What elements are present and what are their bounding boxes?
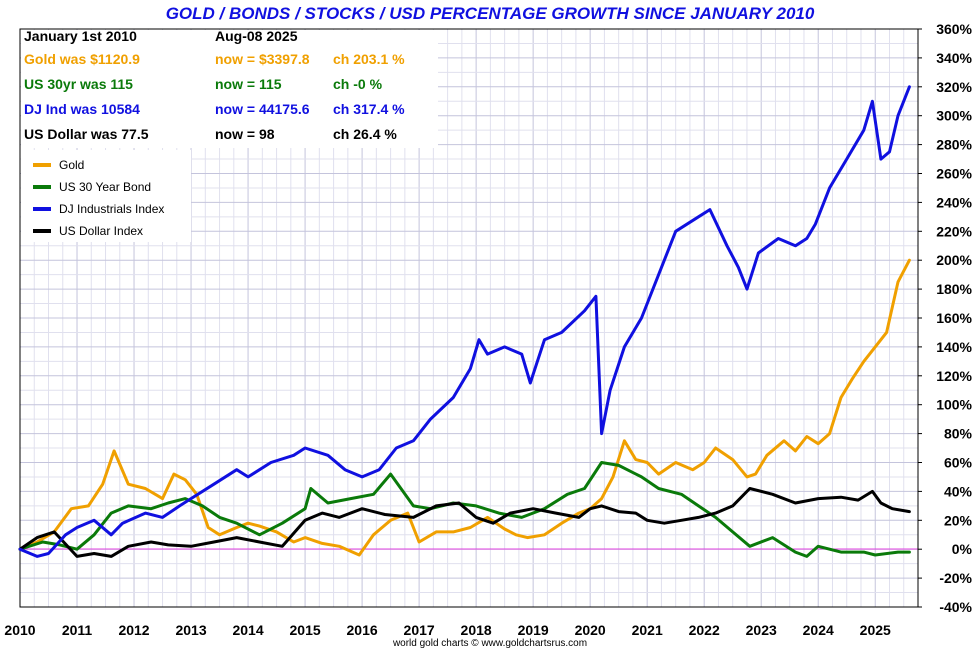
x-tick-label: 2017 xyxy=(404,622,435,638)
y-tick-label: 60% xyxy=(944,455,973,471)
x-tick-label: 2023 xyxy=(746,622,777,638)
x-tick-label: 2011 xyxy=(62,622,93,638)
y-tick-label: 140% xyxy=(936,339,972,355)
info-was-text: US 30yr was 115 xyxy=(24,76,133,92)
x-tick-label: 2019 xyxy=(518,622,549,638)
info-rows: Gold was $1120.9 now = $3397.8 ch 203.1 % U… xyxy=(24,51,405,142)
info-now-text: now = 44175.6 xyxy=(215,101,310,117)
x-tick-label: 2021 xyxy=(632,622,663,638)
y-tick-label: 120% xyxy=(936,368,972,384)
info-now-text: now = 115 xyxy=(215,76,282,92)
info-ch-text: ch 203.1 % xyxy=(333,51,405,67)
y-tick-label: 320% xyxy=(936,79,972,95)
y-tick-label: 360% xyxy=(936,21,972,37)
x-tick-label: 2012 xyxy=(118,622,149,638)
y-tick-label: 80% xyxy=(944,426,973,442)
info-start-header: January 1st 2010 xyxy=(24,28,137,44)
x-tick-label: 2025 xyxy=(860,622,891,638)
y-tick-label: -40% xyxy=(939,599,972,615)
y-tick-label: 260% xyxy=(936,166,972,182)
y-axis-ticks: 360% 340% 320% 300% 280% 260% 240% 220% 200% 180%… xyxy=(918,21,973,615)
x-tick-label: 2020 xyxy=(575,622,606,638)
legend-label: US 30 Year Bond xyxy=(59,180,151,194)
legend-label: DJ Industrials Index xyxy=(59,202,164,216)
legend-label: US Dollar Index xyxy=(59,224,143,238)
series-line-us-30-year-bond xyxy=(18,461,911,558)
y-tick-label: 40% xyxy=(944,483,973,499)
y-tick-label: 100% xyxy=(936,397,972,413)
legend-items: Gold US 30 Year Bond DJ Industrials Index U… xyxy=(33,158,164,238)
x-tick-label: 2015 xyxy=(290,622,321,638)
legend-label: Gold xyxy=(59,158,84,172)
info-panel: January 1st 2010 Aug-08 2025 Gold was $1… xyxy=(21,28,438,148)
info-ch-text: ch -0 % xyxy=(333,76,383,92)
legend: Gold US 30 Year Bond DJ Industrials Index U… xyxy=(21,150,191,242)
chart-title: GOLD / BONDS / STOCKS / USD PERCENTAGE G… xyxy=(166,4,815,23)
x-tick-label: 2010 xyxy=(4,622,35,638)
info-ch-text: ch 317.4 % xyxy=(333,101,405,117)
info-end-header: Aug-08 2025 xyxy=(215,28,298,44)
x-tick-label: 2013 xyxy=(175,622,206,638)
series-line-gold xyxy=(18,258,911,557)
series-line-dj-industrials-index xyxy=(18,85,911,558)
y-tick-label: 240% xyxy=(936,194,972,210)
info-now-text: now = 98 xyxy=(215,126,275,142)
y-tick-label: -20% xyxy=(939,570,972,586)
x-tick-label: 2018 xyxy=(461,622,492,638)
x-tick-label: 2022 xyxy=(689,622,720,638)
y-tick-label: 280% xyxy=(936,137,972,153)
info-now-text: now = $3397.8 xyxy=(215,51,310,67)
x-axis-ticks: 2010 2011 2012 2013 2014 2015 2016 2017 2018 2019… xyxy=(4,622,891,638)
y-tick-label: 20% xyxy=(944,512,973,528)
info-was-text: DJ Ind was 10584 xyxy=(24,101,140,117)
y-tick-label: 300% xyxy=(936,108,972,124)
y-tick-label: 180% xyxy=(936,281,972,297)
y-tick-label: 200% xyxy=(936,252,972,268)
x-tick-label: 2016 xyxy=(347,622,378,638)
info-was-text: US Dollar was 77.5 xyxy=(24,126,149,142)
y-tick-label: 220% xyxy=(936,223,972,239)
y-tick-label: 340% xyxy=(936,50,972,66)
info-panel-background xyxy=(21,30,438,148)
y-tick-label: 160% xyxy=(936,310,972,326)
y-tick-label: 0% xyxy=(952,541,973,557)
series-lines xyxy=(18,85,911,558)
x-tick-label: 2014 xyxy=(232,622,263,638)
info-was-text: Gold was $1120.9 xyxy=(24,51,140,67)
series-line-us-dollar-index xyxy=(18,487,911,558)
x-tick-label: 2024 xyxy=(803,622,834,638)
credit-text: world gold charts © www.goldchartsrus.co… xyxy=(392,638,587,649)
info-ch-text: ch 26.4 % xyxy=(333,126,397,142)
